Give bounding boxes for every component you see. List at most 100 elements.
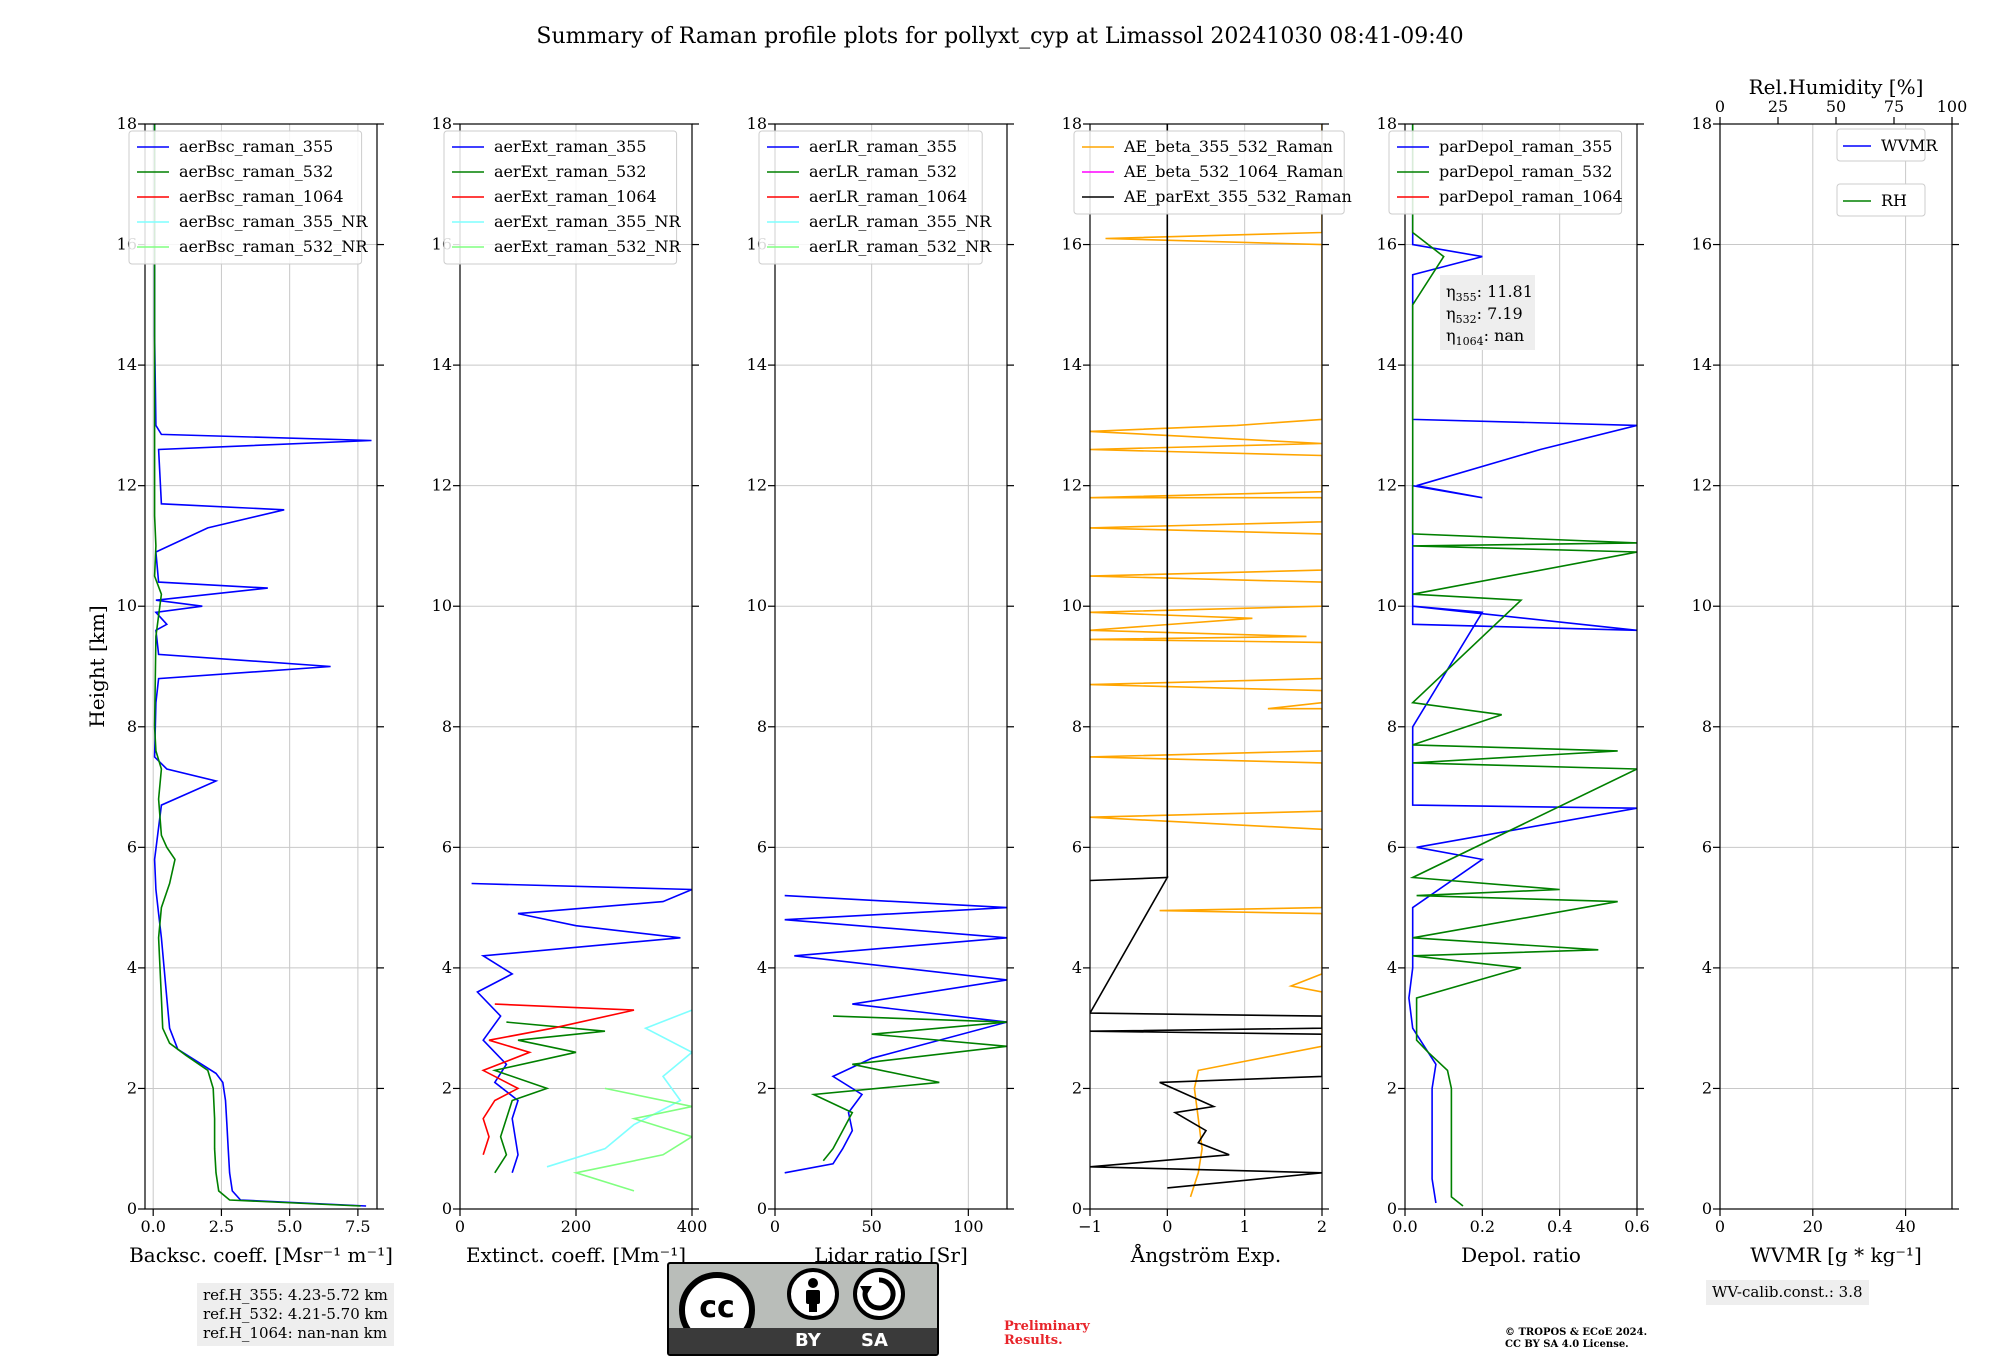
legend-label: parDepol_raman_1064: [1439, 187, 1623, 206]
series-line-aerExt_raman_532: [491, 1021, 606, 1174]
xtick-label: 0.2: [1470, 1217, 1495, 1236]
series-line-aerExt_raman_532_NR: [572, 1087, 692, 1192]
ytick-label: 12: [117, 476, 137, 495]
ytick-label: 6: [127, 837, 137, 856]
top-xtick-label: 75: [1884, 97, 1904, 116]
legend-label: AE_beta_532_1064_Raman: [1123, 162, 1343, 181]
ytick-label: 6: [1072, 837, 1082, 856]
ytick-label: 10: [117, 596, 137, 615]
copyright-notice: © TROPOS & ECoE 2024. CC BY SA 4.0 Licen…: [1505, 1327, 1648, 1350]
ytick-label: 10: [747, 596, 767, 615]
xtick-label: 0.4: [1547, 1217, 1572, 1236]
ytick-label: 4: [442, 958, 452, 977]
ytick-label: 12: [747, 476, 767, 495]
series-group: [784, 894, 1007, 1174]
ytick-label: 12: [1377, 476, 1397, 495]
y-axis-label: Height [km]: [85, 605, 109, 727]
axes-frame: [144, 123, 378, 1210]
top-xtick-label: 0: [1715, 97, 1725, 116]
reference-height-box: ref.H_355: 4.23-5.72 km ref.H_532: 4.21-…: [197, 1283, 394, 1346]
legend-label: parDepol_raman_532: [1439, 162, 1612, 181]
series-line-aerExt_raman_355_NR: [546, 1009, 692, 1168]
legend-label: aerLR_raman_355_NR: [809, 212, 992, 231]
legend-box: [443, 130, 678, 265]
xtick-label: 2.5: [209, 1217, 234, 1236]
xtick-label: 7.5: [345, 1217, 370, 1236]
ytick-label: 18: [1377, 114, 1397, 133]
xtick-label: 0: [455, 1217, 465, 1236]
series-line-aerLR_raman_355: [784, 894, 1007, 1174]
cc-license-badge[interactable]: cc BY SA: [667, 1262, 939, 1356]
xtick-label: 400: [677, 1217, 708, 1236]
ytick-label: 0: [127, 1199, 137, 1218]
ytick-label: 12: [1692, 476, 1712, 495]
ytick-label: 14: [1062, 355, 1082, 374]
ytick-label: 0: [1387, 1199, 1397, 1218]
xtick-label: 50: [861, 1217, 881, 1236]
legend-label: AE_beta_355_532_Raman: [1123, 137, 1333, 156]
xtick-label: 1: [1240, 1217, 1250, 1236]
ytick-label: 12: [1062, 476, 1082, 495]
xtick-label: 0: [770, 1217, 780, 1236]
legend-box: [1388, 130, 1623, 215]
xtick-label: 20: [1803, 1217, 1823, 1236]
sa-share-icon: [853, 1268, 905, 1320]
ytick-label: 0: [757, 1199, 767, 1218]
legend-label: aerLR_raman_532_NR: [809, 237, 992, 256]
ytick-label: 4: [127, 958, 137, 977]
legend-label: aerBsc_raman_532_NR: [179, 237, 368, 256]
series-line-aerBsc_raman_532: [153, 124, 361, 1207]
legend-label: aerExt_raman_355: [494, 137, 647, 156]
ytick-label: 10: [1062, 596, 1082, 615]
legend-label: aerExt_raman_1064: [494, 187, 657, 206]
xtick-label: 0.0: [140, 1217, 165, 1236]
sa-label: SA: [861, 1330, 888, 1351]
xtick-label: 5.0: [277, 1217, 302, 1236]
series-line-AE_parExt_355_532_Raman: [1090, 124, 1322, 1189]
ytick-label: 14: [1377, 355, 1397, 374]
eta-532-line: η532: 7.19: [1446, 304, 1523, 326]
eta-355-line: η355: 11.81: [1446, 282, 1533, 304]
series-line-aerLR_raman_532: [810, 1015, 1007, 1162]
ytick-label: 12: [432, 476, 452, 495]
ytick-label: 8: [1072, 717, 1082, 736]
ytick-label: 6: [1702, 837, 1712, 856]
ytick-label: 10: [1377, 596, 1397, 615]
legend-label: WVMR: [1881, 136, 1938, 155]
legend-label: RH: [1881, 191, 1907, 210]
ytick-label: 0: [1072, 1199, 1082, 1218]
xtick-label: 0.0: [1392, 1217, 1417, 1236]
ref-h-532: ref.H_532: 4.21-5.70 km: [203, 1305, 388, 1323]
series-group: [1408, 124, 1637, 1207]
top-xtick-label: 25: [1768, 97, 1788, 116]
legend-label: aerLR_raman_355: [809, 137, 957, 156]
cc-bottom-bar: BY SA: [669, 1328, 937, 1354]
top-x-axis-label: Rel.Humidity [%]: [1749, 75, 1924, 99]
wv-calib-text: WV-calib.const.: 3.8: [1712, 1283, 1863, 1301]
series-group: [1090, 124, 1322, 1198]
ref-h-1064: ref.H_1064: nan-nan km: [203, 1324, 388, 1342]
legend-label: aerExt_raman_532: [494, 162, 647, 181]
legend-label: parDepol_raman_355: [1439, 137, 1612, 156]
ytick-label: 18: [1692, 114, 1712, 133]
ytick-label: 16: [1692, 235, 1712, 254]
series-line-parDepol_raman_355: [1408, 124, 1637, 1204]
ytick-label: 0: [442, 1199, 452, 1218]
ytick-label: 2: [127, 1078, 137, 1097]
ytick-label: 2: [442, 1078, 452, 1097]
eta-1064-line: η1064: nan: [1446, 326, 1524, 348]
top-xtick-label: 100: [1937, 97, 1968, 116]
ytick-label: 2: [1702, 1078, 1712, 1097]
xtick-label: 0: [1715, 1217, 1725, 1236]
ytick-label: 2: [757, 1078, 767, 1097]
legend-label: aerExt_raman_532_NR: [494, 237, 682, 256]
panel-depolarization: 0 2 4 6 8 10 12 14 16 18 0.0 0.2 0.4 0.6 Depol. ratio p…: [1377, 114, 1650, 1267]
ytick-label: 0: [1702, 1199, 1712, 1218]
ytick-label: 14: [1692, 355, 1712, 374]
ytick-label: 8: [1387, 717, 1397, 736]
legend-label: aerBsc_raman_532: [179, 162, 333, 181]
legend-label: aerBsc_raman_355: [179, 137, 333, 156]
